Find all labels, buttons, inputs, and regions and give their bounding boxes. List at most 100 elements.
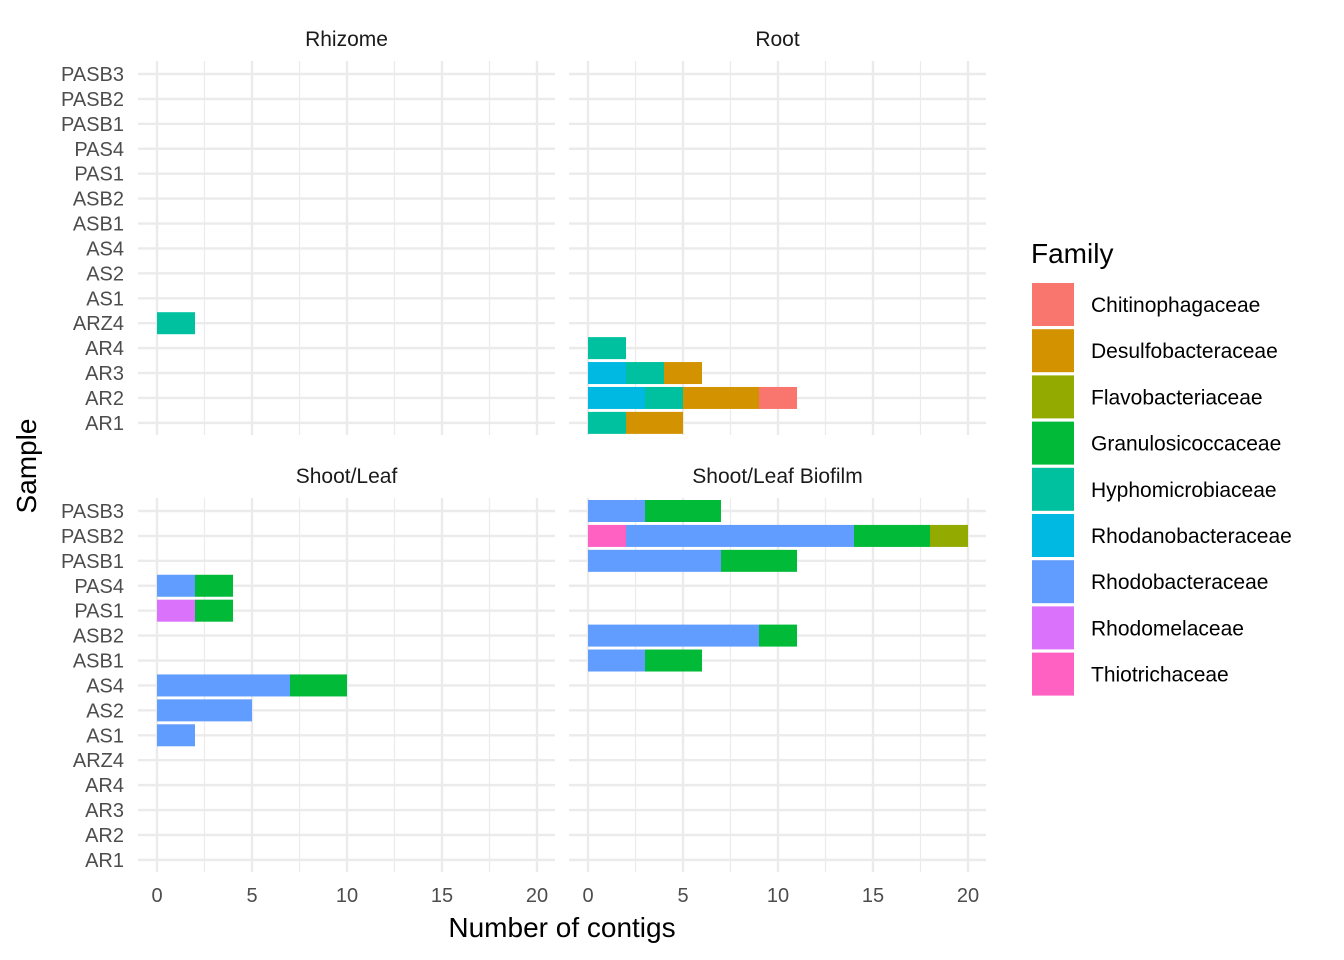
bar-segment-as1-rhodobacteraceae [157,724,195,747]
y-tick-label: PASB1 [61,551,124,573]
facet-panel-rhizome: RhizomePASB3PASB2PASB1PAS4PAS1ASB2ASB1AS… [61,28,555,435]
legend-label: Rhodomelaceae [1091,617,1244,640]
legend-item-rhodobacteraceae: Rhodobacteraceae [1032,560,1268,604]
y-tick-label: AR4 [85,775,124,797]
legend-item-thiotrichaceae: Thiotrichaceae [1032,652,1229,696]
y-tick-label: AS2 [86,263,124,285]
x-tick-label: 0 [582,885,593,907]
bar-segment-arz4-hyphomicrobiaceae [157,312,195,335]
y-tick-label: PAS1 [74,164,124,186]
legend-swatch [1032,606,1074,650]
legend-label: Desulfobacteraceae [1091,340,1278,363]
x-tick-label: 0 [151,885,162,907]
x-axis-title: Number of contigs [448,912,675,943]
y-tick-label: AR1 [85,850,124,872]
legend-label: Granulosicoccaceae [1091,433,1281,456]
bar-segment-ar2-hyphomicrobiaceae [645,386,683,409]
x-tick-label: 5 [246,885,257,907]
y-tick-label: AS1 [86,288,124,310]
x-tick-label: 10 [767,885,789,907]
y-tick-label: ASB2 [73,626,124,648]
bar-segment-pasb1-granulosicoccaceae [721,549,797,572]
bar-segment-pasb2-thiotrichaceae [588,524,626,547]
legend-item-granulosicoccaceae: Granulosicoccaceae [1032,421,1281,465]
y-tick-label: PASB1 [61,114,124,136]
facet-panels: RhizomePASB3PASB2PASB1PAS4PAS1ASB2ASB1AS… [61,28,986,907]
bar-segment-as4-rhodobacteraceae [157,674,290,697]
bar-segment-as2-rhodobacteraceae [157,699,252,722]
y-tick-label: ASB2 [73,189,124,211]
legend-label: Hyphomicrobiaceae [1091,479,1277,502]
y-tick-label: ASB1 [73,214,124,236]
y-tick-label: AR1 [85,413,124,435]
bar-segment-asb1-rhodobacteraceae [588,649,645,672]
facet-title: Shoot/Leaf [296,465,398,488]
y-tick-label: AR2 [85,825,124,847]
legend-item-hyphomicrobiaceae: Hyphomicrobiaceae [1032,467,1277,511]
y-tick-label: PASB3 [61,501,124,523]
y-tick-label: ARZ4 [73,750,124,772]
x-tick-label: 10 [336,885,358,907]
legend-label: Thiotrichaceae [1091,664,1229,687]
legend-label: Rhodobacteraceae [1091,571,1268,594]
bar-segment-ar3-desulfobacteraceae [664,362,702,385]
y-tick-label: PAS1 [74,601,124,623]
y-tick-label: AS4 [86,238,124,260]
legend: Family Chitinophagaceae Desulfobacteracea… [1031,238,1292,696]
bar-segment-pasb3-granulosicoccaceae [645,500,721,522]
bar-segment-ar2-desulfobacteraceae [683,386,759,409]
bar-segment-pas1-granulosicoccaceae [195,599,233,622]
y-tick-label: AR3 [85,363,124,385]
y-tick-label: AR4 [85,338,124,360]
legend-title: Family [1031,238,1113,269]
bar-segment-pas4-rhodobacteraceae [157,574,195,597]
legend-swatch [1032,329,1074,373]
x-tick-label: 15 [431,885,453,907]
legend-label: Flavobacteriaceae [1091,386,1263,409]
y-tick-label: AS4 [86,675,124,697]
bar-segment-ar3-hyphomicrobiaceae [626,362,664,385]
bar-segment-ar4-hyphomicrobiaceae [588,337,626,360]
facet-title: Shoot/Leaf Biofilm [692,465,862,488]
y-tick-label: AR3 [85,800,124,822]
y-tick-label: PASB2 [61,526,124,548]
bar-segment-pasb2-flavobacteriaceae [930,524,968,547]
legend-item-rhodomelaceae: Rhodomelaceae [1032,606,1244,650]
y-tick-label: AS1 [86,725,124,747]
legend-item-flavobacteriaceae: Flavobacteriaceae [1032,375,1263,419]
legend-swatch [1032,421,1074,465]
legend-item-chitinophagaceae: Chitinophagaceae [1032,283,1260,326]
facet-title: Rhizome [305,28,388,51]
x-tick-label: 20 [526,885,548,907]
y-tick-label: PAS4 [74,139,124,161]
legend-item-desulfobacteraceae: Desulfobacteraceae [1032,329,1278,373]
bar-segment-asb2-granulosicoccaceae [759,624,797,647]
bar-segment-pasb1-rhodobacteraceae [588,549,721,572]
legend-swatch [1032,467,1074,511]
y-tick-label: PASB2 [61,89,124,111]
facet-panel-shoot-leaf-biofilm: Shoot/Leaf Biofilm 0 5 10 15 20 [569,465,986,907]
y-tick-label: AS2 [86,700,124,722]
legend-swatch [1032,283,1074,326]
y-tick-label: ASB1 [73,651,124,673]
bar-segment-pasb3-rhodobacteraceae [588,500,645,522]
legend-swatch [1032,375,1074,419]
bar-segment-ar2-rhodanobacteraceae [588,386,645,409]
bar-segment-pas4-granulosicoccaceae [195,574,233,597]
bar-segment-as4-granulosicoccaceae [290,674,347,697]
legend-swatch [1032,514,1074,557]
legend-item-rhodanobacteraceae: Rhodanobacteraceae [1032,514,1292,557]
bar-segment-ar1-desulfobacteraceae [626,411,683,434]
bar-segment-ar1-hyphomicrobiaceae [588,411,626,434]
x-tick-label: 15 [862,885,884,907]
bar-segment-ar2-chitinophagaceae [759,386,797,409]
bar-segment-asb1-granulosicoccaceae [645,649,702,672]
facet-panel-root: Root [569,28,986,435]
bar-segment-ar3-rhodanobacteraceae [588,362,626,385]
x-tick-label: 5 [677,885,688,907]
legend-swatch [1032,560,1074,604]
legend-label: Chitinophagaceae [1091,294,1260,317]
y-tick-label: ARZ4 [73,313,124,335]
